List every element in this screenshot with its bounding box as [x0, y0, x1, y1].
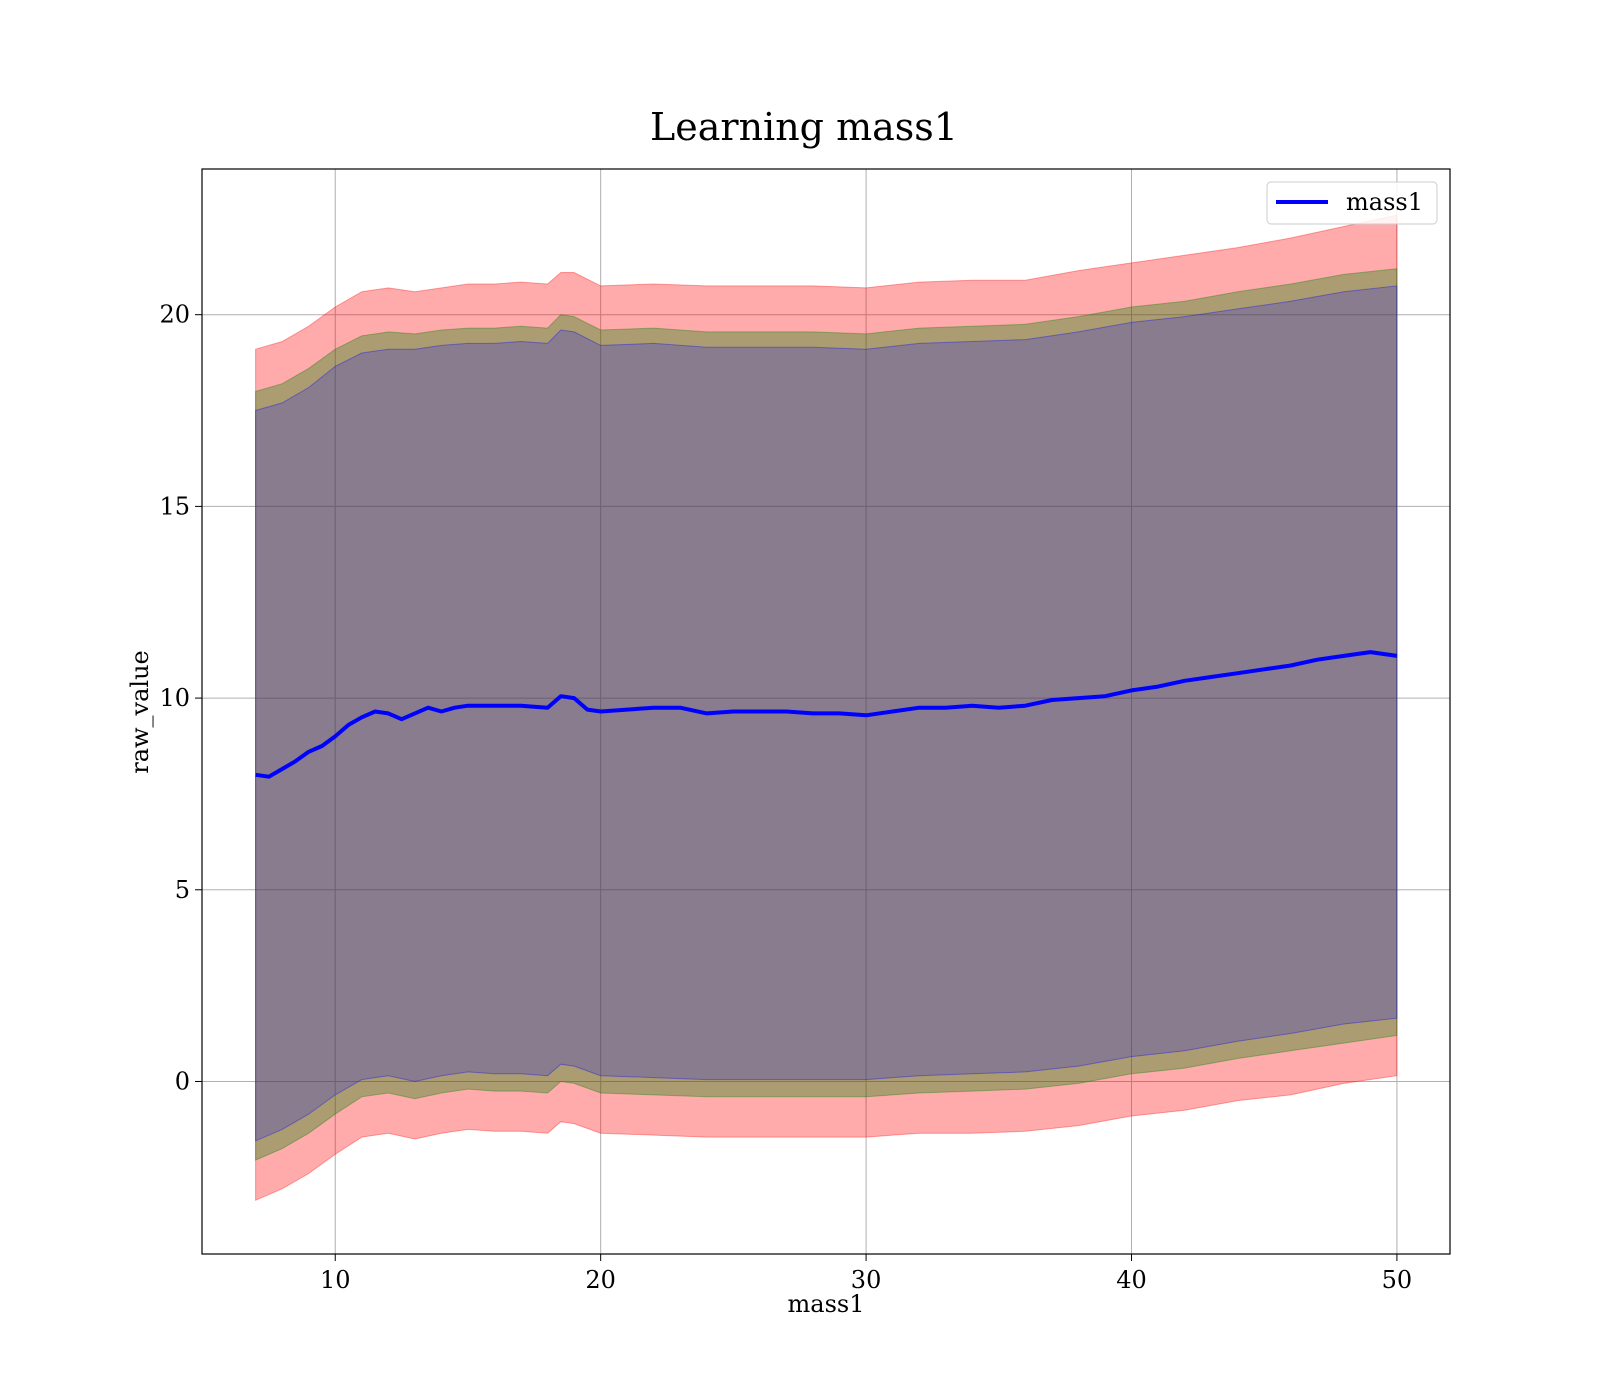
series-lines: [255, 650, 1398, 779]
plot-frame: [201, 168, 1451, 1255]
y-tick-label: 15: [159, 492, 190, 520]
x-tick-label: 40: [1116, 1266, 1147, 1294]
confidence-bands: [255, 214, 1398, 1202]
x-tick-label: 30: [851, 1266, 882, 1294]
x-axis-ticks: 10 20 30 40 50: [320, 1254, 1412, 1294]
x-axis-label: mass1: [788, 1290, 865, 1318]
legend-label-mass1: mass1: [1346, 188, 1423, 216]
series-line-mass1: [255, 650, 1398, 779]
chart-title: Learning mass1: [650, 105, 958, 149]
legend-box: [1266, 181, 1438, 225]
band-0: [255, 214, 1398, 1202]
y-tick-label: 5: [175, 876, 190, 904]
y-tick-label: 0: [175, 1067, 190, 1095]
y-tick-label: 10: [159, 684, 190, 712]
x-tick-label: 20: [585, 1266, 616, 1294]
x-tick-label: 10: [320, 1266, 351, 1294]
y-axis-ticks: 0 5 10 15 20: [159, 301, 202, 1095]
x-tick-label: 50: [1382, 1266, 1413, 1294]
legend: mass1: [1266, 181, 1438, 225]
y-tick-label: 20: [159, 301, 190, 329]
y-axis-label: raw_value: [126, 650, 154, 774]
